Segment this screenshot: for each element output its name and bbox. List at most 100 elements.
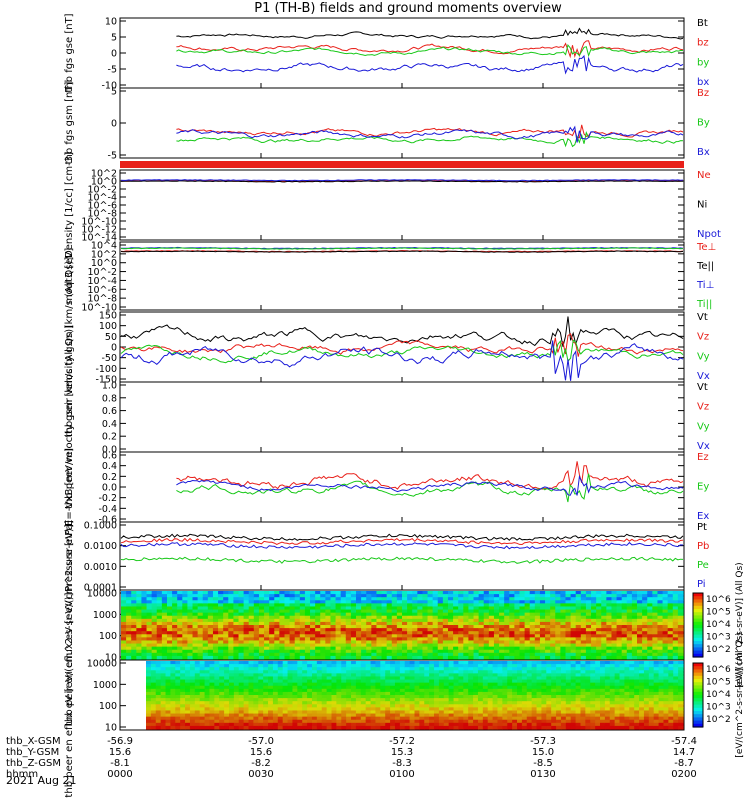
heatmap-cell bbox=[165, 698, 172, 702]
heatmap-cell bbox=[204, 688, 211, 693]
heatmap-cell bbox=[355, 685, 362, 690]
heatmap-cell bbox=[307, 670, 313, 674]
heatmap-cell bbox=[180, 713, 186, 718]
heatmap-cell bbox=[621, 643, 628, 648]
heatmap-cell bbox=[214, 673, 220, 678]
heatmap-cell bbox=[356, 634, 362, 638]
panel-4: moqt3 [eV]10^410^210^010^-210^-410^-610^… bbox=[64, 241, 716, 314]
heatmap-cell bbox=[316, 722, 323, 727]
heatmap-cell bbox=[284, 652, 291, 657]
heatmap-cell bbox=[386, 628, 393, 632]
heatmap-cell bbox=[499, 625, 505, 629]
heatmap-cell bbox=[268, 701, 274, 705]
heatmap-cell bbox=[340, 612, 347, 617]
heatmap-cell bbox=[596, 621, 602, 626]
heatmap-cell bbox=[248, 713, 254, 718]
heatmap-cell bbox=[233, 652, 240, 657]
heatmap-cell bbox=[192, 597, 199, 601]
heatmap-cell bbox=[192, 637, 199, 642]
heatmap-cell bbox=[541, 722, 547, 727]
heatmap-cell bbox=[575, 628, 582, 632]
heatmap-cell bbox=[560, 621, 567, 626]
series-line-pi bbox=[120, 541, 684, 550]
heatmap-cell bbox=[141, 649, 148, 654]
heatmap-cell bbox=[624, 676, 630, 681]
heatmap-cell bbox=[545, 655, 551, 660]
heatmap-cell bbox=[320, 615, 326, 620]
heatmap-cell bbox=[555, 609, 561, 614]
heatmap-cell bbox=[253, 698, 259, 702]
heatmap-cell bbox=[580, 594, 587, 598]
heatmap-cell bbox=[199, 719, 206, 724]
heatmap-cell bbox=[442, 649, 449, 654]
heatmap-cell bbox=[243, 643, 250, 648]
heatmap-cell bbox=[279, 594, 286, 598]
heatmap-cell bbox=[647, 640, 653, 645]
heatmap-cell bbox=[565, 713, 572, 718]
heatmap-cell bbox=[488, 646, 495, 651]
heatmap-cell bbox=[514, 603, 521, 608]
heatmap-cell bbox=[414, 716, 420, 721]
heatmap-cell bbox=[550, 643, 556, 648]
heatmap-cell bbox=[126, 625, 132, 629]
heatmap-cell bbox=[565, 698, 572, 702]
heatmap-cell bbox=[151, 649, 158, 654]
heatmap-cell bbox=[272, 691, 279, 696]
heatmap-cell bbox=[331, 698, 337, 702]
heatmap-cell bbox=[375, 688, 381, 693]
heatmap-cell bbox=[304, 625, 311, 629]
heatmap-cell bbox=[263, 725, 269, 730]
heatmap-cell bbox=[371, 591, 378, 595]
heatmap-cell bbox=[391, 603, 398, 608]
y-tick-label: 5 bbox=[111, 33, 117, 44]
heatmap-cell bbox=[243, 664, 250, 668]
heatmap-cell bbox=[575, 676, 582, 681]
heatmap-cell bbox=[517, 664, 523, 668]
heatmap-cell bbox=[565, 606, 572, 611]
heatmap-cell bbox=[526, 673, 533, 678]
heatmap-cell bbox=[509, 640, 515, 645]
heatmap-cell bbox=[556, 673, 562, 678]
heatmap-cell bbox=[590, 685, 596, 690]
heatmap-cell bbox=[214, 722, 220, 727]
heatmap-cell bbox=[550, 655, 556, 660]
heatmap-cell bbox=[155, 685, 162, 690]
heatmap-cell bbox=[366, 606, 372, 611]
heatmap-cell bbox=[131, 612, 137, 617]
heatmap-cell bbox=[279, 615, 286, 620]
heatmap-cell bbox=[424, 698, 430, 702]
heatmap-cell bbox=[294, 615, 301, 620]
heatmap-cell bbox=[204, 667, 211, 671]
heatmap-cell bbox=[585, 719, 591, 724]
heatmap-cell bbox=[634, 685, 640, 690]
heatmap-cell bbox=[473, 612, 480, 617]
heatmap-cell bbox=[529, 640, 536, 645]
heatmap-cell bbox=[219, 716, 225, 721]
heatmap-cell bbox=[223, 649, 229, 654]
colorbar-tick-label: 10^2 bbox=[706, 645, 731, 655]
heatmap-cell bbox=[477, 722, 484, 727]
heatmap-cell bbox=[507, 661, 513, 665]
heatmap-cell bbox=[534, 621, 541, 626]
heatmap-cell bbox=[534, 594, 541, 598]
heatmap-cell bbox=[294, 628, 301, 632]
heatmap-cell bbox=[366, 597, 372, 601]
heatmap-cell bbox=[621, 634, 628, 638]
heatmap-cell bbox=[519, 603, 526, 608]
heatmap-cell bbox=[424, 673, 430, 678]
heatmap-cell bbox=[381, 615, 388, 620]
heatmap-cell bbox=[170, 676, 176, 681]
heatmap-cell bbox=[170, 673, 176, 678]
heatmap-cell bbox=[483, 649, 490, 654]
heatmap-cell bbox=[609, 667, 616, 671]
heatmap-cell bbox=[126, 628, 132, 632]
heatmap-cell bbox=[371, 603, 378, 608]
heatmap-cell bbox=[634, 688, 640, 693]
heatmap-cell bbox=[346, 682, 352, 687]
heatmap-cell bbox=[243, 594, 250, 598]
heatmap-cell bbox=[279, 628, 286, 632]
heatmap-cell bbox=[478, 628, 485, 632]
heatmap-cell bbox=[534, 597, 541, 601]
heatmap-cell bbox=[282, 719, 289, 724]
